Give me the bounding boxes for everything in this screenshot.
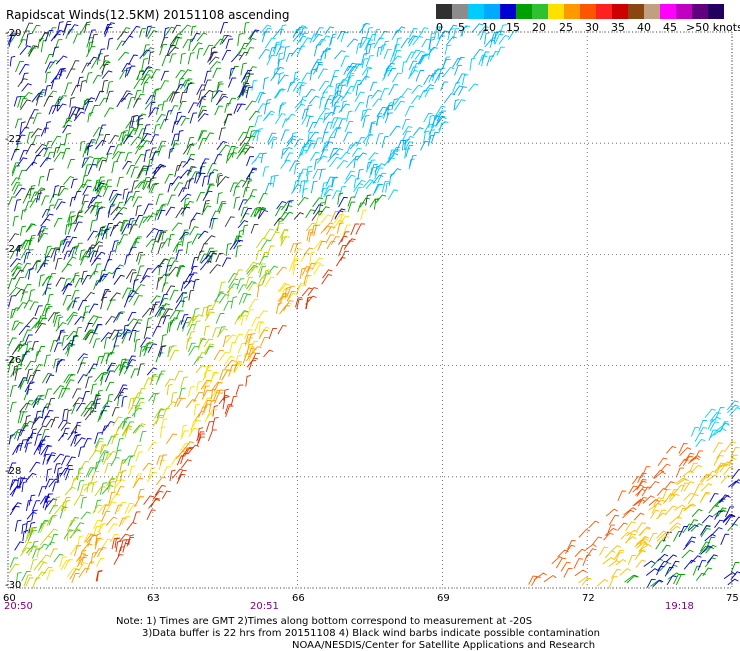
lon-label: 75 (726, 593, 739, 604)
color-scale-bar (436, 4, 724, 19)
wind-barbs (578, 441, 740, 588)
wind-barbs (528, 443, 704, 587)
map-title: Rapidscat Winds(12.5KM) 20151108 ascendi… (6, 8, 290, 22)
note-line: NOAA/NESDIS/Center for Satellite Applica… (292, 640, 596, 651)
color-swatch (612, 4, 628, 19)
color-swatch (580, 4, 596, 19)
legend-tick: 35 (611, 21, 625, 34)
lon-label: 66 (292, 593, 305, 604)
time-label: 20:51 (250, 601, 279, 612)
lat-label: -28 (5, 466, 21, 477)
time-label: 19:18 (665, 601, 694, 612)
wind-barbs (7, 21, 740, 587)
note-line: 3)Data buffer is 22 hrs from 20151108 4)… (142, 628, 600, 639)
color-swatch (436, 4, 452, 19)
wind-barb-field (7, 20, 740, 588)
color-swatch (500, 4, 516, 19)
legend-tick: 5 (458, 21, 465, 34)
note-line: Note: 1) Times are GMT 2)Times along bot… (116, 616, 533, 627)
wind-barbs (8, 20, 372, 437)
color-swatch (660, 4, 676, 19)
lat-label: -26 (5, 355, 21, 366)
color-swatch (644, 4, 660, 19)
color-swatch (548, 4, 564, 19)
legend-tick: 20 (532, 21, 546, 34)
lat-label: -30 (5, 580, 21, 591)
time-label: 20:50 (4, 601, 33, 612)
legend-tick: 0 (436, 21, 443, 34)
color-swatch (676, 4, 692, 19)
lat-label: -22 (5, 134, 21, 145)
wind-barbs (69, 210, 344, 584)
color-swatch (516, 4, 532, 19)
lat-label: -20 (5, 28, 21, 39)
legend-tick: >50 knots (686, 21, 740, 34)
map-frame (7, 31, 733, 589)
wind-barbs (7, 21, 740, 588)
color-swatch (532, 4, 548, 19)
legend-tick: 25 (559, 21, 573, 34)
color-swatch (692, 4, 708, 19)
color-swatch (564, 4, 580, 19)
lat-lon-grid (7, 31, 733, 589)
wind-barbs (257, 22, 500, 196)
wind-barbs (95, 223, 366, 582)
legend-tick: 10 (482, 21, 496, 34)
color-swatch (628, 4, 644, 19)
lon-label: 63 (147, 593, 160, 604)
color-swatch (484, 4, 500, 19)
frame-border (7, 31, 733, 589)
lat-label: -24 (5, 244, 21, 255)
legend-tick: 45 (663, 21, 677, 34)
color-swatch (596, 4, 612, 19)
legend-tick: 30 (585, 21, 599, 34)
wind-barbs (8, 222, 317, 588)
lon-label: 60 (3, 593, 16, 604)
color-swatch (708, 4, 724, 19)
legend-tick: 40 (637, 21, 651, 34)
wind-barbs (46, 209, 368, 581)
lon-label: 72 (582, 593, 595, 604)
legend-tick: 15 (506, 21, 520, 34)
color-swatch (468, 4, 484, 19)
color-swatch (452, 4, 468, 19)
lon-label: 69 (437, 593, 450, 604)
wind-barbs (9, 220, 284, 583)
wind-barbs (250, 23, 740, 448)
